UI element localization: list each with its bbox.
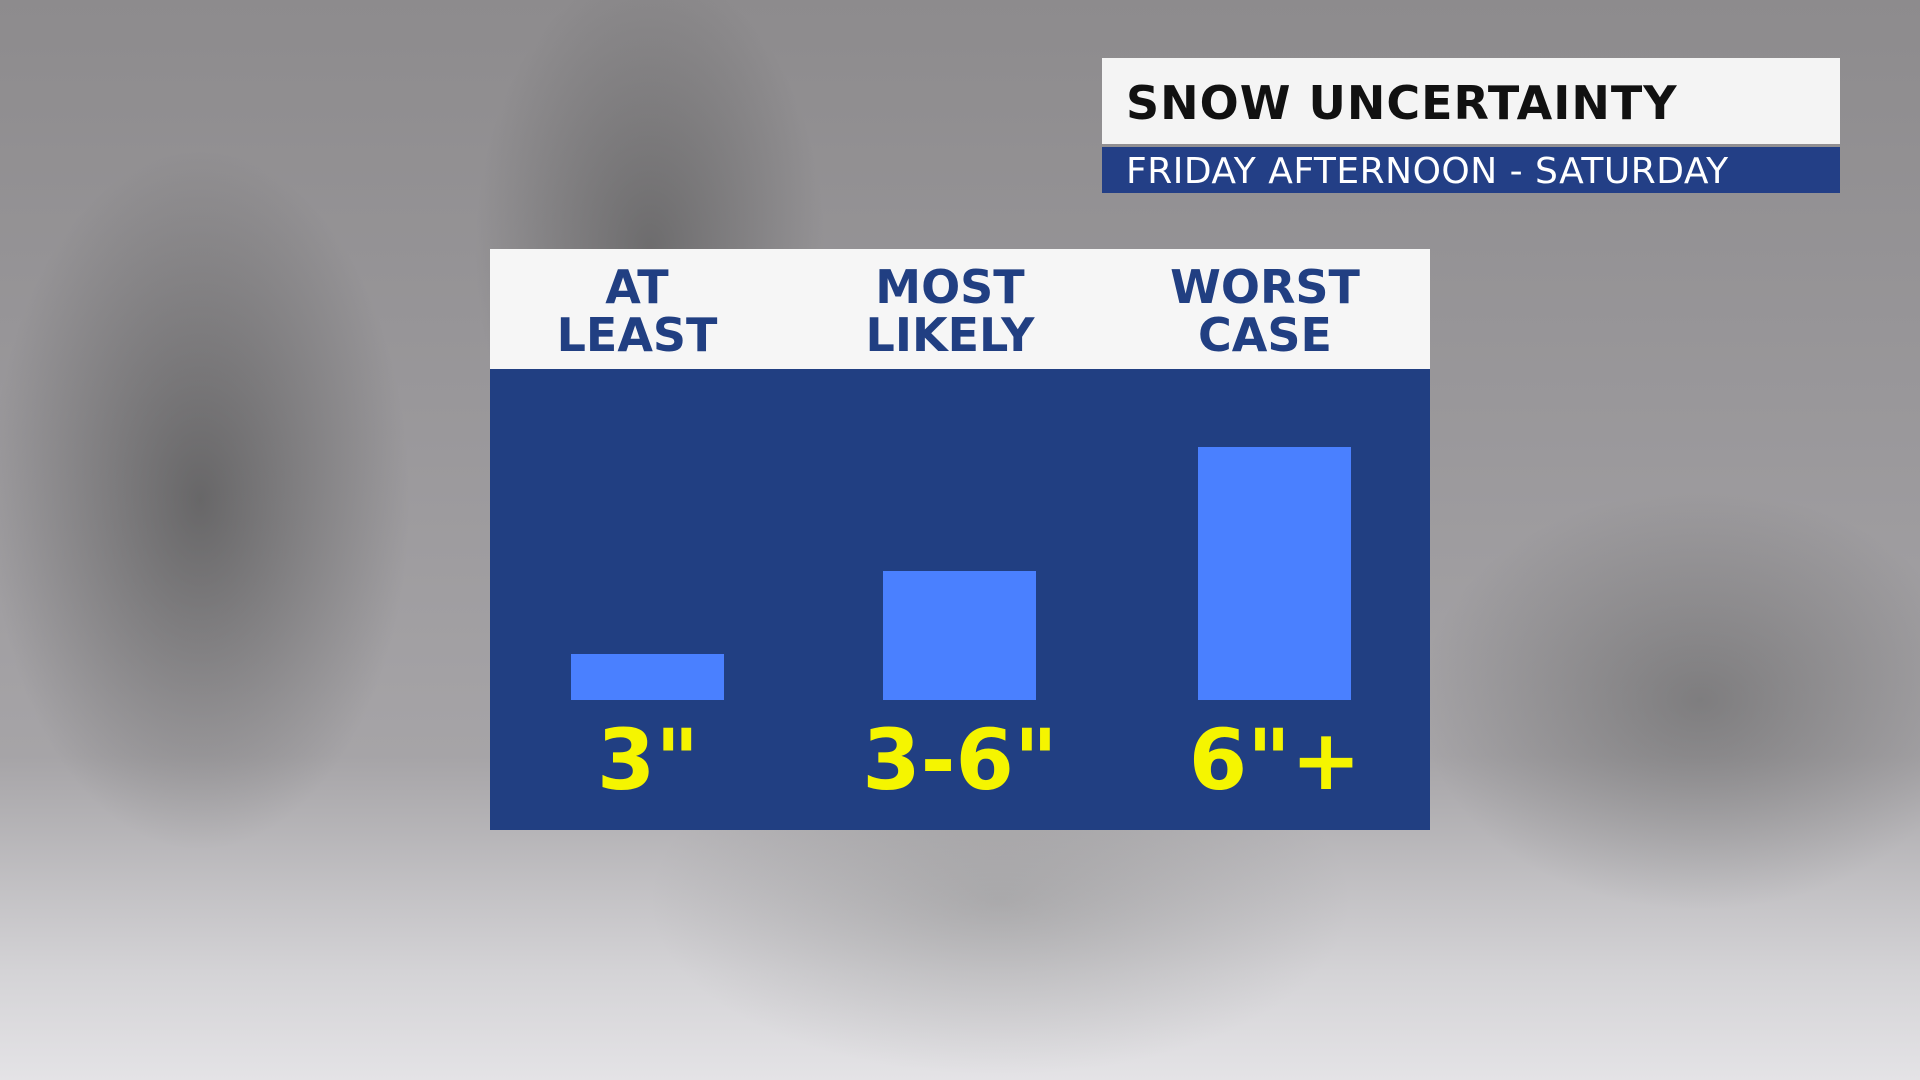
title-box: SNOW UNCERTAINTY — [1102, 58, 1840, 144]
category-label-at-least: AT LEAST — [507, 263, 767, 359]
value-label-at-least: 3" — [596, 711, 700, 809]
category-header: AT LEAST MOST LIKELY WORST CASE — [490, 249, 1430, 369]
chart-subtitle: FRIDAY AFTERNOON - SATURDAY — [1126, 151, 1729, 192]
chart-panel: AT LEAST MOST LIKELY WORST CASE 3" 3-6" … — [490, 249, 1430, 830]
value-label-worst-case: 6"+ — [1188, 711, 1362, 809]
bar-most-likely — [883, 571, 1036, 700]
value-label-most-likely: 3-6" — [862, 711, 1058, 809]
bar-at-least — [571, 654, 724, 700]
category-label-line: WORST — [1170, 260, 1360, 314]
category-label-line: LIKELY — [865, 308, 1035, 362]
category-label-line: MOST — [875, 260, 1025, 314]
category-label-line: CASE — [1198, 308, 1332, 362]
bar-worst-case — [1198, 447, 1351, 700]
category-label-worst-case: WORST CASE — [1135, 263, 1395, 359]
subtitle-bar: FRIDAY AFTERNOON - SATURDAY — [1102, 147, 1840, 193]
category-label-line: AT — [605, 260, 669, 314]
category-label-line: LEAST — [556, 308, 718, 362]
category-label-most-likely: MOST LIKELY — [820, 263, 1080, 359]
chart-title: SNOW UNCERTAINTY — [1126, 76, 1678, 130]
